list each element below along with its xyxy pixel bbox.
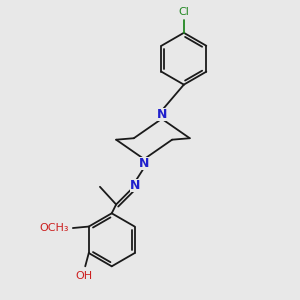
Text: Cl: Cl (178, 7, 189, 16)
Text: N: N (157, 108, 167, 121)
Text: N: N (139, 157, 149, 170)
Text: OCH₃: OCH₃ (40, 223, 69, 233)
Text: N: N (130, 179, 140, 192)
Text: OH: OH (75, 271, 92, 281)
